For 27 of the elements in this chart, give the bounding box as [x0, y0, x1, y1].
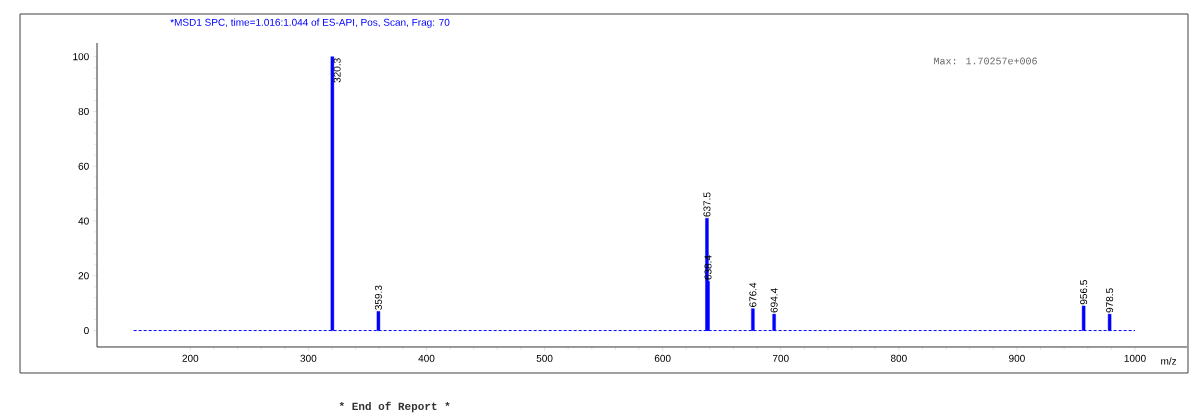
y-tick-label: 20: [78, 272, 89, 280]
annotation: 320.3: [333, 58, 341, 83]
y-tick-label: 80: [78, 107, 89, 115]
annotation: 694.4: [770, 288, 778, 313]
annotation: 359.3: [374, 285, 382, 310]
x-tick-label: 700: [772, 354, 789, 362]
y-tick-label: 60: [78, 162, 89, 170]
x-tick-label: 900: [1009, 354, 1025, 362]
x-tick-label: 400: [418, 354, 435, 362]
x-tick-label: 1000: [1124, 354, 1146, 362]
annotation: 638.4: [704, 255, 712, 280]
annotation: 637.5: [703, 192, 711, 217]
y-tick-label: 100: [73, 53, 89, 61]
x-tick-label: 600: [654, 354, 671, 362]
annotation: 956.5: [1080, 280, 1088, 305]
y-tick-label: 40: [78, 217, 89, 225]
annotation: 978.5: [1106, 288, 1114, 313]
y-tick-label: 0: [84, 327, 89, 335]
annotation: 676.4: [749, 282, 757, 307]
text: * End of Report *: [339, 401, 450, 413]
annotation: Max: 1.70257e+006: [934, 57, 1037, 65]
chart-title: *MSD1 SPC, time=1.016:1.044 of ES-API, Pos, Scan, Frag: 70: [170, 18, 450, 28]
x-tick-label: 200: [182, 354, 199, 362]
x-tick-label: 800: [890, 354, 907, 362]
x-tick-label: 500: [536, 354, 553, 362]
x-tick-label: 300: [300, 354, 317, 362]
x-axis-title: m/z: [1161, 357, 1177, 365]
